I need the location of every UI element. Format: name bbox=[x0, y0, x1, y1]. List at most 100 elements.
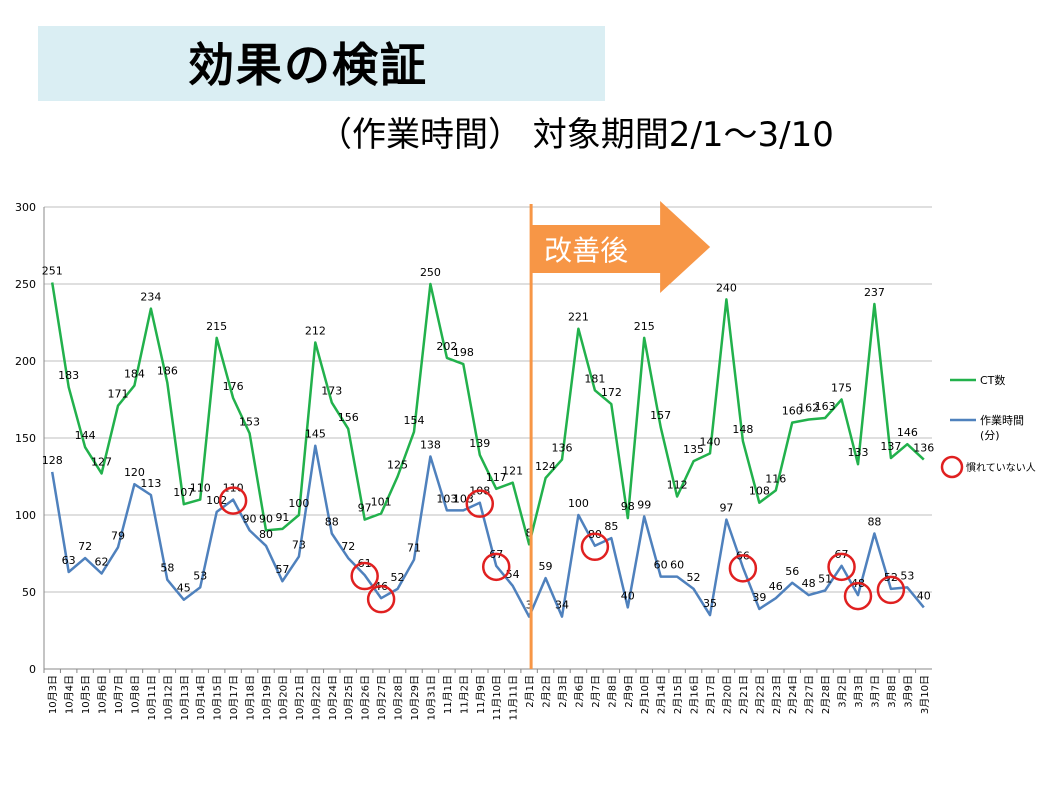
work-time-data-label: 60 bbox=[670, 559, 684, 572]
work-time-series-line bbox=[50, 444, 925, 618]
work-time-data-label: 46 bbox=[769, 580, 783, 593]
work-time-data-label: 103 bbox=[436, 492, 457, 505]
ct-data-label: 110 bbox=[190, 482, 211, 495]
ct-data-label: 116 bbox=[765, 472, 786, 485]
ct-data-label: 90 bbox=[259, 512, 273, 525]
ct-data-label: 163 bbox=[815, 400, 836, 413]
y-tick-label: 50 bbox=[22, 586, 36, 599]
x-tick-label: 10月29日 bbox=[409, 675, 421, 720]
legend-circle-icon bbox=[940, 455, 964, 479]
x-tick-label: 10月27日 bbox=[376, 675, 388, 720]
improvement-arrow-label: 改善後 bbox=[544, 234, 628, 267]
work-time-data-label: 40 bbox=[621, 589, 635, 602]
work-time-data-label: 100 bbox=[568, 497, 589, 510]
ct-data-label: 215 bbox=[206, 320, 227, 333]
x-tick-label: 10月6日 bbox=[97, 675, 109, 714]
ct-data-label: 251 bbox=[42, 264, 63, 277]
x-tick-label: 10月7日 bbox=[113, 675, 125, 714]
ct-data-label: 144 bbox=[75, 429, 96, 442]
legend-circle-label: 慣れていない人 bbox=[966, 461, 1036, 474]
work-time-data-label: 72 bbox=[78, 540, 92, 553]
ct-data-label: 125 bbox=[387, 459, 408, 472]
ct-data-label: 127 bbox=[91, 455, 112, 468]
x-tick-label: 10月3日 bbox=[47, 675, 59, 714]
work-time-data-label: 53 bbox=[900, 569, 914, 582]
x-tick-label: 2月24日 bbox=[787, 675, 799, 714]
ct-data-label: 221 bbox=[568, 311, 589, 324]
work-time-data-label: 113 bbox=[140, 477, 161, 490]
x-tick-label: 2月27日 bbox=[804, 675, 816, 714]
ct-data-label: 184 bbox=[124, 368, 145, 381]
ct-data-label: 139 bbox=[469, 437, 490, 450]
work-time-data-label: 35 bbox=[703, 597, 717, 610]
work-time-data-label: 102 bbox=[206, 494, 227, 507]
ct-data-label: 154 bbox=[404, 414, 425, 427]
ct-data-label: 212 bbox=[305, 325, 326, 338]
inexperienced-marker-circle bbox=[843, 581, 873, 611]
x-tick-label: 10月19日 bbox=[261, 675, 273, 720]
x-tick-label: 10月11日 bbox=[146, 675, 158, 720]
x-tick-label: 2月7日 bbox=[590, 675, 602, 708]
ct-data-label: 250 bbox=[420, 266, 441, 279]
work-time-data-label: 80 bbox=[259, 528, 273, 541]
x-tick-label: 11月9日 bbox=[475, 675, 487, 714]
x-tick-label: 11月11日 bbox=[508, 675, 520, 720]
ct-data-label: 121 bbox=[502, 465, 523, 478]
ct-data-label: 173 bbox=[321, 385, 342, 398]
ct-data-label: 153 bbox=[239, 415, 260, 428]
y-tick-label: 0 bbox=[29, 663, 36, 676]
ct-data-label: 181 bbox=[584, 372, 605, 385]
y-tick-label: 150 bbox=[15, 432, 36, 445]
ct-data-label: 124 bbox=[535, 460, 556, 473]
work-time-data-label: 57 bbox=[275, 563, 289, 576]
work-time-data-label: 72 bbox=[341, 540, 355, 553]
x-tick-label: 2月3日 bbox=[557, 675, 569, 708]
ct-data-label: 215 bbox=[634, 320, 655, 333]
work-time-data-label: 88 bbox=[867, 515, 881, 528]
x-tick-label: 10月17日 bbox=[228, 675, 240, 720]
ct-data-label: 140 bbox=[700, 435, 721, 448]
legend-work-time-label: 作業時間 bbox=[980, 414, 1024, 427]
work-time-data-label: 88 bbox=[325, 515, 339, 528]
x-tick-label: 10月12日 bbox=[162, 675, 174, 720]
x-tick-label: 3月9日 bbox=[902, 675, 914, 708]
x-tick-label: 3月7日 bbox=[869, 675, 881, 708]
page-subtitle: （作業時間） 対象期間2/1～3/10 bbox=[318, 115, 834, 155]
ct-data-label: 175 bbox=[831, 382, 852, 395]
x-tick-label: 2月1日 bbox=[524, 675, 536, 708]
ct-data-label: 148 bbox=[732, 423, 753, 436]
work-time-data-label: 85 bbox=[604, 520, 618, 533]
x-tick-label: 10月5日 bbox=[80, 675, 92, 714]
improvement-arrow bbox=[532, 201, 711, 293]
work-time-data-label: 73 bbox=[292, 539, 306, 552]
work-time-data-label: 3 bbox=[526, 599, 533, 612]
ct-data-label: 137 bbox=[880, 440, 901, 453]
x-tick-label: 10月20日 bbox=[277, 675, 289, 720]
x-tick-label: 10月26日 bbox=[360, 675, 372, 720]
ct-data-label: 136 bbox=[552, 442, 573, 455]
x-tick-label: 11月1日 bbox=[442, 675, 454, 714]
ct-data-label: 240 bbox=[716, 281, 737, 294]
ct-data-label: 97 bbox=[358, 502, 372, 515]
inexperienced-marker-circle bbox=[827, 552, 856, 582]
x-tick-label: 10月28日 bbox=[393, 675, 405, 720]
x-tick-label: 3月3日 bbox=[853, 675, 865, 708]
work-time-data-label: 63 bbox=[62, 554, 76, 567]
x-tick-label: 10月21日 bbox=[294, 675, 306, 720]
x-tick-label: 2月9日 bbox=[623, 675, 635, 708]
ct-data-label: 171 bbox=[108, 388, 129, 401]
x-tick-label: 2月6日 bbox=[573, 675, 585, 708]
work-time-data-label: 59 bbox=[539, 560, 553, 573]
work-time-data-label: 97 bbox=[719, 502, 733, 515]
work-time-data-label: 34 bbox=[555, 599, 569, 612]
inexperienced-marker-circle bbox=[481, 552, 511, 582]
work-time-data-label: 62 bbox=[95, 556, 109, 569]
ct-data-label: 100 bbox=[288, 497, 309, 510]
ct-data-label: 107 bbox=[173, 486, 194, 499]
ct-data-label: 183 bbox=[58, 369, 79, 382]
ct-series-line bbox=[50, 282, 925, 546]
work-time-data-label: 56 bbox=[785, 565, 799, 578]
inexperienced-marker-circle bbox=[876, 575, 906, 605]
work-time-data-label: 52 bbox=[391, 571, 405, 584]
title-background bbox=[38, 26, 605, 101]
